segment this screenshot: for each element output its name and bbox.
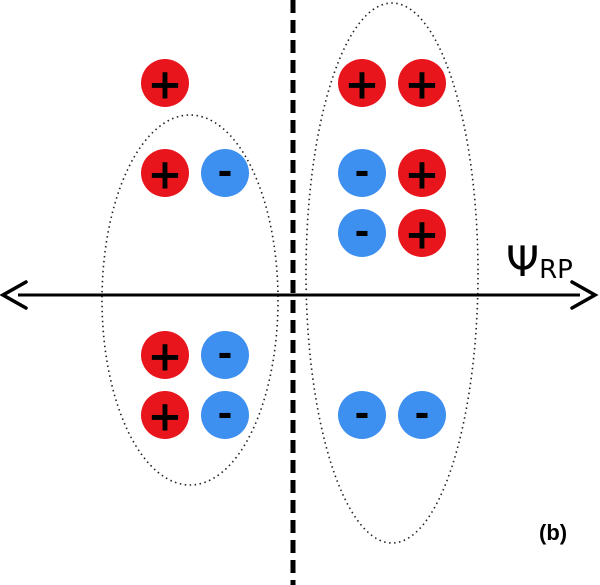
- charge-circle: [201, 391, 249, 439]
- negative-charge: -: [201, 149, 249, 197]
- positive-charge: +: [141, 391, 189, 441]
- charges-layer: ++ -+ -+ -+ +- +- +- -: [141, 59, 446, 441]
- positive-charge: +: [338, 59, 386, 109]
- positive-charge: +: [141, 331, 189, 381]
- charge-circle: [398, 391, 446, 439]
- charge-sign: +: [404, 60, 439, 109]
- charge-circle: [398, 149, 446, 197]
- charge-sign: -: [415, 394, 430, 435]
- negative-charge: -: [338, 149, 386, 197]
- axis-arrowhead-right: [570, 280, 599, 310]
- charge-circle: [201, 149, 249, 197]
- positive-charge: +: [398, 59, 446, 109]
- charge-sign: -: [355, 394, 370, 435]
- charge-circle: [141, 149, 189, 197]
- charge-circle: [338, 209, 386, 257]
- charge-sign: -: [355, 152, 370, 193]
- charge-sign: +: [344, 60, 379, 109]
- negative-charge: -: [201, 391, 249, 439]
- positive-charge: +: [398, 209, 446, 259]
- charge-sign: +: [147, 392, 182, 441]
- charge-circle: [201, 331, 249, 379]
- charge-sign: +: [147, 60, 182, 109]
- charge-sign: +: [404, 150, 439, 199]
- charge-circle: [398, 209, 446, 257]
- charge-circle: [141, 59, 189, 107]
- charge-circle: [141, 331, 189, 379]
- charge-sign: +: [147, 150, 182, 199]
- negative-charge: -: [201, 331, 249, 379]
- charge-sign: -: [218, 394, 233, 435]
- positive-charge: +: [398, 149, 446, 199]
- right-group-ellipse: [305, 2, 479, 544]
- panel-label: (b): [539, 520, 567, 545]
- negative-charge: -: [398, 391, 446, 439]
- charge-sign: +: [404, 210, 439, 259]
- charge-sign: -: [218, 152, 233, 193]
- charge-circle: [338, 391, 386, 439]
- axis-arrowhead-left: [0, 280, 28, 310]
- positive-charge: +: [141, 59, 189, 109]
- axis-label: ΨRP: [506, 237, 573, 286]
- axis-label-subscript: RP: [539, 255, 573, 285]
- positive-charge: +: [141, 149, 189, 199]
- negative-charge: -: [338, 209, 386, 257]
- charge-circle: [398, 59, 446, 107]
- charge-circle: [338, 149, 386, 197]
- negative-charge: -: [338, 391, 386, 439]
- axis-label-symbol: Ψ: [506, 237, 539, 286]
- charge-sign: -: [218, 334, 233, 375]
- charge-sign: -: [355, 212, 370, 253]
- charge-circle: [141, 391, 189, 439]
- charge-circle: [338, 59, 386, 107]
- left-group-ellipse: [101, 114, 279, 486]
- charge-sign: +: [147, 332, 182, 381]
